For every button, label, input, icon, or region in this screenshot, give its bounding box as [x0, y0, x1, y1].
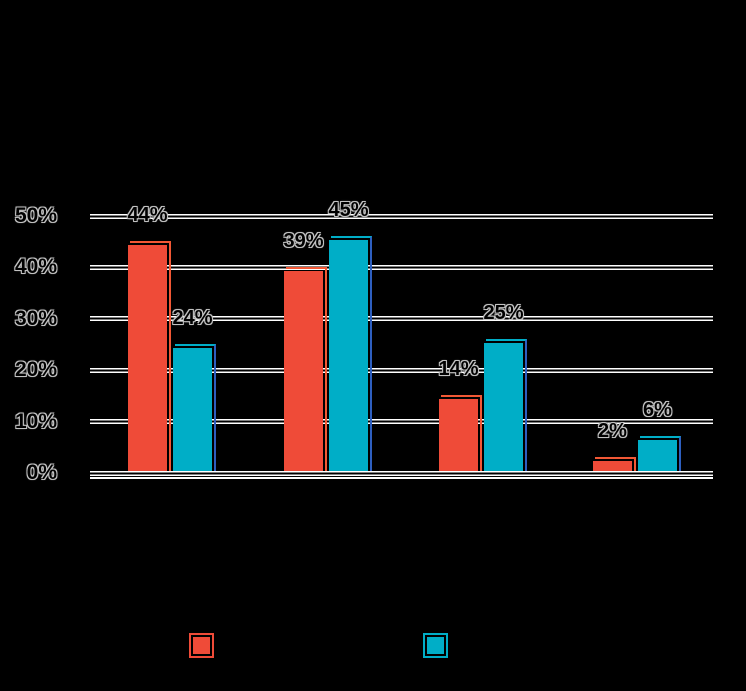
bar-value-label: 25% [483, 301, 524, 324]
bar-outline [640, 436, 681, 471]
gridline [90, 316, 713, 322]
y-axis-tick-label: 0% [26, 461, 57, 484]
y-axis-tick-label: 50% [14, 204, 57, 227]
bar-teal-series-group1 [173, 343, 216, 471]
x-axis-line [90, 477, 713, 479]
gridline [90, 367, 713, 373]
bar-outline [486, 338, 527, 471]
y-axis-tick-label: 10% [14, 409, 57, 433]
y-axis-tick-label: 20% [14, 358, 57, 382]
bar-teal-series-group2 [329, 235, 372, 471]
gridline [90, 264, 713, 270]
gridline [90, 213, 713, 219]
bar-value-label: 2% [598, 419, 627, 442]
bar-value-label: 39% [283, 229, 324, 252]
bar-teal-series-group4 [638, 436, 681, 471]
bar-red-series-group1 [128, 240, 171, 471]
bar-value-label: 45% [328, 198, 369, 221]
gridline [90, 419, 713, 425]
legend-swatch-teal [423, 633, 448, 658]
bar-value-label: 14% [438, 358, 479, 381]
gridline [90, 470, 713, 476]
bar-value-label: 44% [127, 203, 168, 226]
y-axis-tick-label: 30% [14, 306, 57, 330]
bar-outline [286, 266, 327, 471]
bar-outline [331, 235, 372, 471]
bar-teal-series-group3 [484, 338, 527, 471]
bar-outline [175, 343, 216, 471]
legend-swatch-red [189, 633, 214, 658]
bar-red-series-group2 [284, 266, 327, 471]
y-axis-tick-label: 40% [14, 255, 57, 279]
bar-outline [595, 456, 636, 471]
bar-value-label: 6% [643, 399, 672, 422]
bar-outline [130, 240, 171, 471]
bar-value-label: 24% [172, 306, 213, 329]
bar-red-series-group4 [593, 456, 636, 471]
bar-red-series-group3 [439, 395, 482, 471]
bar-outline [441, 395, 482, 471]
